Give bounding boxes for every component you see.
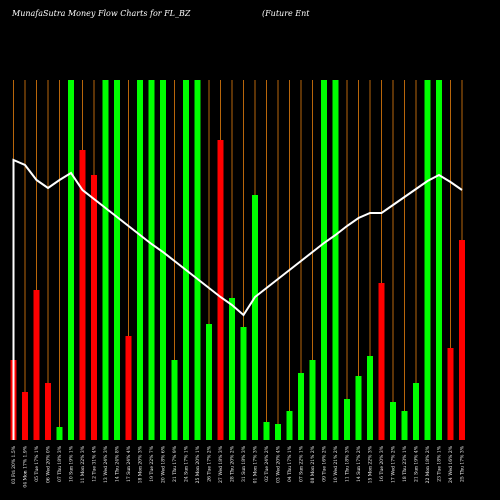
- x-tick-labels: 03 Fri 20% 1.5% 04 Mon 17% 1.9% 05 Tue 17%…: [11, 445, 466, 487]
- bar-3: [33, 290, 40, 440]
- bar-32: [367, 356, 373, 440]
- x-tick-label: 22 Mon 18% 2%: [425, 445, 431, 483]
- money-flow-line: [12, 158, 463, 440]
- x-tick-label: 28 Thu 20% 2%: [230, 445, 236, 482]
- x-tick-label: 07 Sun 22% 1%: [299, 445, 305, 482]
- x-tick-label: 18 Mon 20% 3%: [138, 445, 144, 483]
- bar-14: [160, 80, 166, 440]
- bar-6: [68, 80, 74, 440]
- bar-37: [424, 80, 431, 440]
- x-tick-label: 04 Mon 17% 1.9%: [23, 445, 29, 487]
- x-tick-label: 19 Tue 22% 7%: [149, 445, 155, 481]
- bar-39: [447, 348, 454, 440]
- bar-33: [378, 283, 385, 440]
- x-tick-label: 13 Wed 24% 3%: [103, 445, 109, 483]
- bar-34: [390, 402, 396, 440]
- chart-title: MunafaSutra Money Flow Charts for FL_BZ: [11, 9, 191, 18]
- x-tick-label: 11 Thu 18% 3%: [345, 445, 351, 482]
- x-tick-label: 24 Wed 16% 2%: [448, 445, 454, 483]
- bar-7: [79, 150, 86, 440]
- bar-40: [459, 240, 465, 440]
- x-tick-label: 08 Mon 21% 2%: [310, 445, 316, 483]
- bar-27: [309, 360, 316, 440]
- bar-18: [206, 324, 212, 440]
- x-tick-label: 15 Mon 22% 3%: [368, 445, 374, 483]
- bar-series: [10, 80, 465, 440]
- x-tick-label: 01 Mon 17% 3%: [253, 445, 259, 483]
- x-tick-label: 14 Thu 24% 8%: [115, 445, 121, 482]
- x-tick-label: 24 Sun 17% 1%: [184, 445, 190, 482]
- x-tick-label: 03 Wed 20% 4%: [276, 445, 282, 483]
- bar-26: [298, 373, 304, 440]
- x-tick-label: 18 Thu 23% 1%: [402, 445, 408, 482]
- x-tick-label: 12 Tue 31% 4%: [92, 445, 98, 481]
- x-tick-label: 26 Tue 17% 2%: [207, 445, 213, 481]
- x-tick-label: 04 Thu 17% 1%: [287, 445, 293, 482]
- bar-29: [332, 80, 339, 440]
- x-tick-label: 02 Tue 24% 2%: [264, 445, 270, 481]
- x-tick-label: 20 Wed 18% 6%: [161, 445, 167, 483]
- bar-23: [263, 422, 270, 440]
- x-tick-label: 23 Tue 18% 1%: [437, 445, 443, 481]
- bar-11: [125, 336, 132, 440]
- bar-22: [252, 195, 258, 440]
- bar-36: [413, 383, 419, 440]
- bar-28: [321, 80, 327, 440]
- x-tick-label: 16 Tue 20% 3%: [379, 445, 385, 481]
- bar-31: [355, 376, 362, 440]
- x-tick-label: 10 Wed 21% 2%: [333, 445, 339, 483]
- bar-17: [194, 80, 201, 440]
- bar-5: [56, 427, 63, 440]
- x-tick-label: 03 Fri 20% 1.5%: [11, 445, 17, 484]
- x-tick-label: 21 Thu 17% 9%: [172, 445, 178, 482]
- bar-24: [275, 424, 281, 440]
- chart-subtitle: (Future Ent: [262, 9, 310, 18]
- bar-38: [436, 80, 442, 440]
- x-tick-label: 25 Thu 17% 3%: [460, 445, 466, 482]
- x-tick-label: 21 Sun 19% 4%: [414, 445, 420, 482]
- bar-35: [401, 411, 408, 440]
- x-tick-label: 07 Thu 18% 3%: [57, 445, 63, 482]
- x-tick-label: 10 Sun 19% 1%: [69, 445, 75, 482]
- x-tick-label: 11 Mon 22% 3%: [80, 445, 86, 483]
- bar-25: [286, 411, 293, 440]
- bar-20: [229, 298, 235, 440]
- x-tick-label: 09 Tue 16% 2%: [322, 445, 328, 481]
- bar-21: [240, 327, 247, 440]
- bar-12: [137, 80, 143, 440]
- bar-13: [148, 80, 155, 440]
- bar-9: [102, 80, 109, 440]
- bar-4: [45, 383, 51, 440]
- bar-10: [114, 80, 120, 440]
- bar-19: [217, 140, 224, 440]
- bar-2: [22, 392, 28, 440]
- x-tick-label: 06 Wed 20% 0%: [46, 445, 52, 483]
- x-tick-label: 27 Wed 18% 3%: [218, 445, 224, 483]
- x-tick-label: 14 Sun 17% 2%: [356, 445, 362, 482]
- bar-30: [344, 399, 350, 440]
- x-tick-label: 31 Sun 18% 3%: [241, 445, 247, 482]
- x-tick-label: 25 Mon 20% 1%: [195, 445, 201, 483]
- x-tick-label: 05 Tue 17% 1%: [34, 445, 40, 481]
- bar-8: [91, 175, 97, 440]
- x-tick-label: 17 Sun 24% 4%: [126, 445, 132, 482]
- bar-15: [171, 360, 178, 440]
- bar-16: [183, 80, 189, 440]
- x-tick-label: 17 Wed 17% 2%: [391, 445, 397, 483]
